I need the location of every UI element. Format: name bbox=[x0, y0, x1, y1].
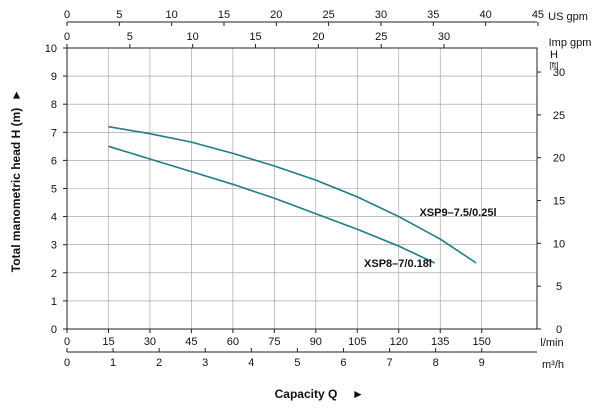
y-tick-label: 3 bbox=[51, 240, 57, 252]
ft-tick-label: 10 bbox=[553, 238, 565, 250]
y-tick-label: 6 bbox=[51, 155, 57, 167]
ft-tick-label: 20 bbox=[553, 153, 565, 165]
unit-us-gpm: US gpm bbox=[548, 11, 588, 23]
us-gpm-tick-label: 0 bbox=[64, 9, 70, 21]
m3h-tick-label: 4 bbox=[248, 357, 254, 369]
x-tick-label: 120 bbox=[390, 336, 408, 348]
m3h-tick-label: 3 bbox=[202, 357, 208, 369]
m3h-tick-label: 5 bbox=[294, 357, 300, 369]
ft-tick-label: 25 bbox=[553, 110, 565, 122]
y-tick-label: 8 bbox=[51, 99, 57, 111]
imp-gpm-tick-label: 25 bbox=[375, 31, 387, 43]
m3h-tick-label: 1 bbox=[110, 357, 116, 369]
us-gpm-tick-label: 40 bbox=[479, 9, 491, 21]
unit-m3-per-h: m³/h bbox=[542, 359, 564, 371]
m3h-tick-label: 9 bbox=[479, 357, 485, 369]
unit-ft-bracket: [ft] bbox=[550, 61, 559, 70]
y-tick-label: 10 bbox=[45, 43, 57, 55]
ft-tick-label: 0 bbox=[556, 324, 562, 336]
unit-imp-gpm: Imp gpm bbox=[549, 37, 592, 49]
series-curve-1 bbox=[108, 125, 477, 264]
us-gpm-tick-label: 20 bbox=[270, 9, 282, 21]
grid bbox=[67, 48, 537, 329]
series: XSP9–7.5/0.25l XSP8–7/0.18l bbox=[108, 125, 497, 270]
us-gpm-tick-label: 45 bbox=[532, 9, 544, 21]
x-tick-label: 30 bbox=[144, 336, 156, 348]
us-gpm-tick-label: 15 bbox=[218, 9, 230, 21]
m3h-tick-label: 7 bbox=[386, 357, 392, 369]
y-tick-label: 7 bbox=[51, 127, 57, 139]
us-gpm-tick-label: 30 bbox=[375, 9, 387, 21]
y-tick-label: 9 bbox=[51, 71, 57, 83]
y-tick-label: 2 bbox=[51, 268, 57, 280]
x-tick-label: 75 bbox=[268, 336, 280, 348]
x-tick-label: 150 bbox=[473, 336, 491, 348]
unit-ft-h: H bbox=[550, 49, 558, 61]
m3h-tick-label: 2 bbox=[156, 357, 162, 369]
x-tick-label: 90 bbox=[310, 336, 322, 348]
series-curve-2 bbox=[108, 145, 436, 264]
imp-gpm-tick-label: 20 bbox=[312, 31, 324, 43]
imp-gpm-tick-label: 5 bbox=[127, 31, 133, 43]
x-axis-title: Capacity Q bbox=[275, 387, 338, 401]
x-axis-arrow: ► bbox=[352, 387, 364, 401]
y-tick-label: 4 bbox=[51, 212, 57, 224]
us-gpm-tick-label: 25 bbox=[323, 9, 335, 21]
m3h-tick-label: 0 bbox=[64, 357, 70, 369]
y-tick-label: 1 bbox=[51, 296, 57, 308]
ft-tick-label: 15 bbox=[553, 196, 565, 208]
x-tick-label: 105 bbox=[348, 336, 366, 348]
y-axis-arrow: ► bbox=[9, 89, 23, 101]
imp-gpm-tick-label: 10 bbox=[187, 31, 199, 43]
m3h-tick-label: 8 bbox=[433, 357, 439, 369]
series-label-1: XSP9–7.5/0.25l bbox=[419, 207, 496, 219]
us-gpm-tick-label: 35 bbox=[427, 9, 439, 21]
ft-tick-label: 30 bbox=[553, 67, 565, 79]
y-tick-label: 5 bbox=[51, 184, 57, 196]
imp-gpm-tick-label: 15 bbox=[249, 31, 261, 43]
x-tick-label: 135 bbox=[431, 336, 449, 348]
imp-gpm-tick-label: 30 bbox=[438, 31, 450, 43]
x-tick-label: 15 bbox=[102, 336, 114, 348]
ft-tick-label: 5 bbox=[556, 281, 562, 293]
x-tick-label: 0 bbox=[64, 336, 70, 348]
x-tick-label: 45 bbox=[185, 336, 197, 348]
x-tick-label: 60 bbox=[227, 336, 239, 348]
series-label-2: XSP8–7/0.18l bbox=[364, 258, 432, 270]
imp-gpm-tick-label: 0 bbox=[64, 31, 70, 43]
us-gpm-tick-label: 10 bbox=[166, 9, 178, 21]
y-axis-title: Total manometric head H (m) bbox=[9, 108, 23, 272]
us-gpm-tick-label: 5 bbox=[116, 9, 122, 21]
unit-l-per-min: l/min bbox=[540, 337, 563, 349]
y-tick-label: 0 bbox=[51, 324, 57, 336]
m3h-tick-label: 6 bbox=[340, 357, 346, 369]
